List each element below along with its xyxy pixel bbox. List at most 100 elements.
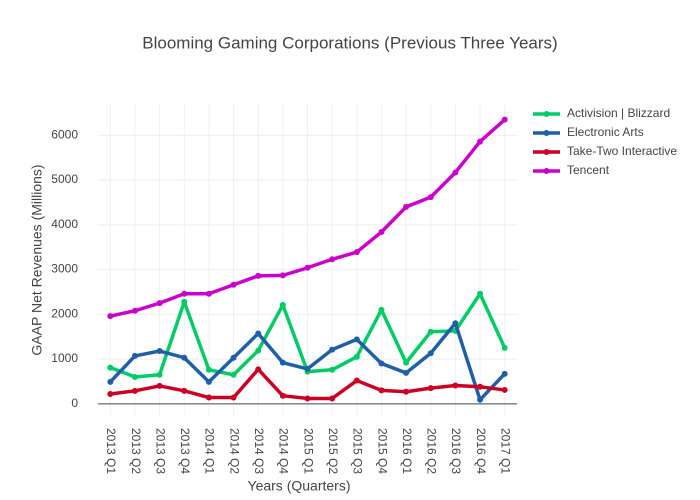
data-point	[107, 390, 114, 397]
legend-marker	[543, 130, 550, 136]
data-point	[378, 228, 385, 235]
data-point	[230, 281, 237, 288]
y-tick-label: 2000	[51, 306, 78, 320]
legend-label: Electronic Arts	[567, 125, 644, 139]
data-point	[279, 272, 286, 279]
data-point	[329, 256, 336, 263]
data-point	[477, 290, 484, 297]
data-point	[378, 387, 385, 394]
x-tick-label: 2015 Q2	[326, 428, 340, 474]
data-point	[255, 347, 262, 354]
data-point	[131, 307, 138, 314]
data-point	[353, 336, 360, 343]
data-point	[304, 395, 311, 402]
x-tick-label: 2017 Q1	[499, 428, 513, 474]
data-point	[205, 378, 212, 385]
y-tick-label: 4000	[51, 217, 78, 231]
data-point	[131, 373, 138, 380]
data-point	[353, 249, 360, 256]
data-point	[255, 330, 262, 337]
data-point	[304, 365, 311, 372]
data-point	[353, 377, 360, 384]
data-point	[452, 320, 459, 327]
x-tick-label: 2014 Q2	[227, 428, 241, 474]
legend-marker	[543, 111, 550, 117]
legend-marker	[543, 149, 550, 155]
x-tick-label: 2016 Q4	[474, 428, 488, 474]
data-point	[279, 392, 286, 399]
data-point	[501, 344, 508, 351]
data-point	[501, 386, 508, 393]
x-tick-label: 2015 Q4	[375, 428, 389, 474]
x-tick-label: 2015 Q3	[351, 428, 365, 474]
y-tick-label: 1000	[51, 351, 78, 365]
data-point	[378, 360, 385, 367]
data-point	[427, 385, 434, 392]
data-point	[107, 378, 114, 385]
data-point	[131, 387, 138, 394]
legend-label: Take-Two Interactive	[567, 144, 677, 158]
data-point	[205, 366, 212, 373]
x-tick-label: 2014 Q1	[203, 428, 217, 474]
data-point	[279, 359, 286, 366]
data-point	[181, 354, 188, 361]
x-tick-label: 2016 Q3	[449, 428, 463, 474]
y-tick-label: 0	[71, 396, 78, 410]
data-point	[378, 306, 385, 313]
data-point	[501, 116, 508, 123]
data-point	[205, 394, 212, 401]
x-tick-label: 2013 Q4	[178, 428, 192, 474]
data-point	[477, 138, 484, 145]
y-tick-label: 6000	[51, 127, 78, 141]
data-point	[329, 366, 336, 373]
data-point	[181, 298, 188, 305]
data-point	[501, 370, 508, 377]
data-point	[452, 169, 459, 176]
y-axis-title: GAAP Net Revenues (Millions)	[29, 164, 45, 355]
data-point	[427, 350, 434, 357]
x-tick-label: 2013 Q3	[153, 428, 167, 474]
data-point	[304, 264, 311, 271]
data-point	[230, 354, 237, 361]
x-tick-label: 2013 Q2	[129, 428, 143, 474]
data-point	[255, 272, 262, 279]
data-point	[477, 396, 484, 403]
x-tick-label: 2016 Q1	[400, 428, 414, 474]
data-point	[181, 290, 188, 297]
data-point	[156, 348, 163, 355]
x-tick-label: 2014 Q4	[277, 428, 291, 474]
data-point	[205, 290, 212, 297]
y-tick-label: 3000	[51, 262, 78, 276]
x-tick-label: 2015 Q1	[301, 428, 315, 474]
legend-marker	[543, 168, 550, 174]
data-point	[427, 328, 434, 335]
x-tick-label: 2014 Q3	[252, 428, 266, 474]
data-point	[403, 369, 410, 376]
data-point	[156, 371, 163, 378]
data-point	[403, 359, 410, 366]
x-tick-label: 2013 Q1	[104, 428, 118, 474]
data-point	[230, 371, 237, 378]
data-point	[181, 387, 188, 394]
data-point	[477, 383, 484, 390]
legend-label: Activision | Blizzard	[567, 106, 670, 120]
data-point	[255, 366, 262, 373]
data-point	[329, 346, 336, 353]
data-point	[403, 203, 410, 210]
data-point	[107, 364, 114, 371]
legend-label: Tencent	[567, 163, 610, 177]
data-point	[329, 395, 336, 402]
x-tick-label: 2016 Q2	[425, 428, 439, 474]
data-point	[403, 388, 410, 395]
data-point	[279, 301, 286, 308]
data-point	[156, 300, 163, 307]
data-point	[131, 352, 138, 359]
data-point	[230, 394, 237, 401]
x-axis-title: Years (Quarters)	[248, 478, 351, 494]
data-point	[353, 353, 360, 360]
data-point	[156, 382, 163, 389]
data-point	[427, 194, 434, 201]
data-point	[107, 313, 114, 320]
chart-title: Blooming Gaming Corporations (Previous T…	[142, 33, 557, 52]
